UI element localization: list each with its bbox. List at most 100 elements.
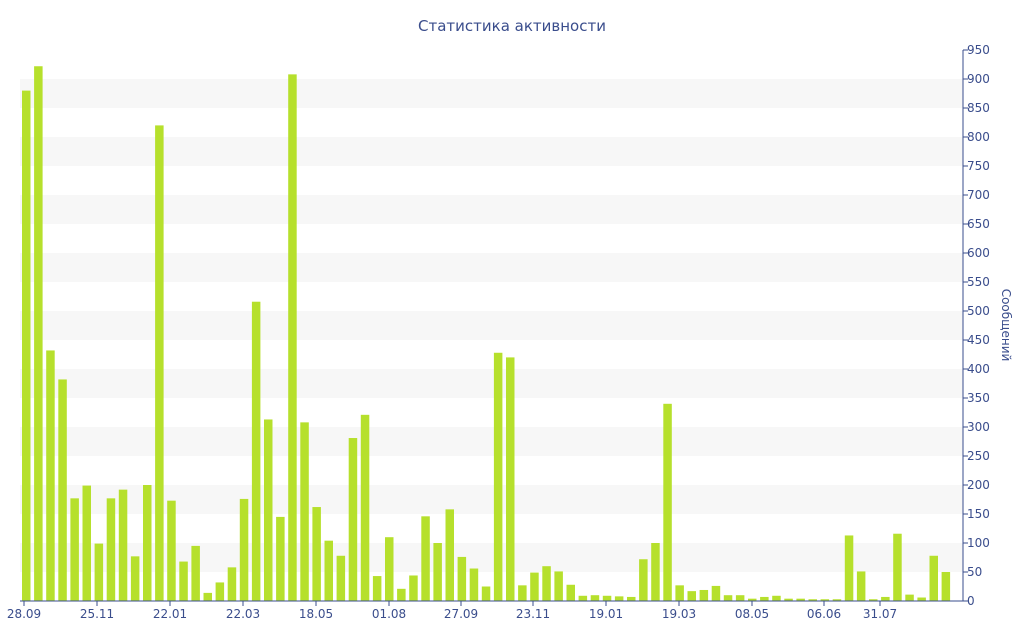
bar [748, 598, 757, 601]
y-tick-label: 850 [967, 101, 990, 115]
bar [46, 350, 55, 601]
x-tick-label: 25.11 [80, 607, 114, 621]
bar [784, 598, 793, 601]
bars [22, 66, 951, 602]
bar [372, 576, 382, 601]
grid-bands [20, 79, 963, 572]
y-tick-label: 800 [967, 130, 990, 144]
bar [179, 561, 188, 601]
bar [760, 596, 769, 601]
bar [239, 498, 249, 601]
bar [941, 572, 951, 601]
bar [397, 588, 406, 601]
y-tick-label: 100 [967, 536, 990, 550]
x-tick-label: 19.03 [662, 607, 696, 621]
grid-band [20, 369, 963, 398]
bar [300, 422, 309, 601]
bar [735, 595, 745, 601]
bar [481, 586, 491, 601]
x-tick-label: 28.09 [7, 607, 41, 621]
grid-band [20, 253, 963, 282]
grid-band [20, 79, 963, 108]
bar [312, 507, 321, 601]
bar [191, 545, 200, 601]
grid-band [20, 311, 963, 340]
bar [215, 582, 225, 601]
bar [106, 498, 116, 601]
y-tick-label: 300 [967, 420, 990, 434]
bar [385, 537, 394, 601]
bar [167, 500, 176, 601]
bar [445, 509, 454, 601]
bar [711, 585, 721, 601]
y-axis-label: Сообщений [999, 289, 1013, 362]
x-tick-label: 31.07 [863, 607, 897, 621]
bar [663, 403, 672, 601]
bar [58, 379, 67, 601]
x-ticks: 28.09 25.11 22.01 22.03 18.05 01.08 27.09 23.11… [7, 601, 897, 621]
grid-band [20, 427, 963, 456]
bar [893, 533, 902, 601]
bar [639, 559, 648, 601]
bar [869, 599, 878, 601]
y-tick-label: 550 [967, 275, 990, 289]
y-tick-label: 900 [967, 72, 990, 86]
y-tick-label: 250 [967, 449, 990, 463]
x-tick-label: 23.11 [516, 607, 550, 621]
grid-band [20, 137, 963, 166]
bar [772, 595, 781, 601]
bar [203, 592, 212, 601]
bar [578, 595, 588, 601]
y-tick-label: 450 [967, 333, 990, 347]
bar [130, 556, 140, 601]
bar [143, 485, 152, 601]
bar [506, 357, 515, 601]
x-tick-label: 22.03 [226, 607, 260, 621]
grid-band [20, 195, 963, 224]
y-tick-label: 700 [967, 188, 990, 202]
bar [82, 485, 91, 601]
y-tick-label: 600 [967, 246, 990, 260]
bar [457, 556, 467, 601]
bar [699, 589, 709, 601]
bar [614, 596, 624, 601]
bar [808, 599, 817, 601]
bar [530, 572, 539, 601]
bar [917, 597, 926, 601]
y-tick-label: 150 [967, 507, 990, 521]
y-tick-label: 0 [967, 594, 975, 608]
bar [844, 535, 854, 601]
x-tick-label: 22.01 [153, 607, 187, 621]
x-tick-label: 06.06 [807, 607, 841, 621]
y-tick-label: 350 [967, 391, 990, 405]
bar [469, 568, 479, 601]
bar [566, 584, 575, 601]
y-tick-label: 200 [967, 478, 990, 492]
y-tick-label: 650 [967, 217, 990, 231]
bar [493, 352, 503, 601]
bar [723, 595, 733, 601]
y-tick-label: 500 [967, 304, 990, 318]
y-tick-label: 950 [967, 43, 990, 57]
y-ticks: 0 50 100 150 200 250 300 350 400 450 500 550 600 650 7… [963, 43, 990, 608]
grid-band [20, 543, 963, 572]
bar [276, 516, 285, 601]
x-tick-label: 18.05 [299, 607, 333, 621]
bar [675, 585, 684, 601]
grid-band [20, 485, 963, 514]
bar [905, 594, 914, 601]
bar [590, 595, 600, 601]
x-tick-label: 27.09 [444, 607, 478, 621]
bar [433, 543, 442, 601]
bar [264, 419, 273, 601]
bar [227, 567, 237, 601]
bar [542, 566, 551, 601]
bar [832, 599, 842, 601]
x-tick-label: 01.08 [372, 607, 406, 621]
bar [421, 516, 430, 601]
bar [118, 489, 128, 601]
bar [348, 438, 358, 601]
y-tick-label: 750 [967, 159, 990, 173]
bar [687, 591, 696, 601]
